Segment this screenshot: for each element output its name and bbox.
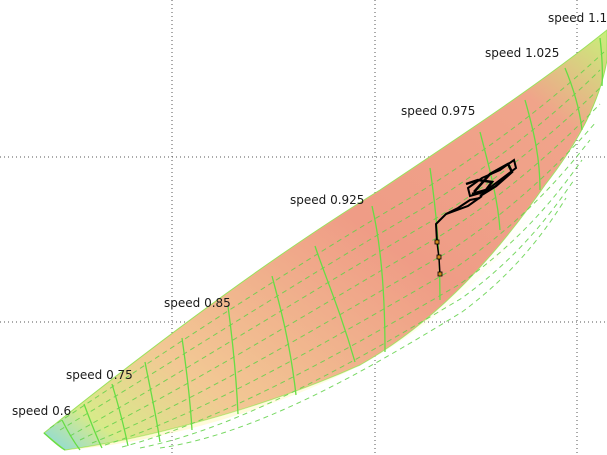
label-speed-1.025: speed 1.025 <box>485 46 559 60</box>
path-loop-3 <box>465 178 495 196</box>
speed-line-115 <box>599 37 604 87</box>
eff-line-3 <box>79 103 601 441</box>
speed-line-06 <box>43 432 66 451</box>
speed-line-08 <box>144 361 161 443</box>
label-speed-1.15: speed 1.15 <box>548 11 607 25</box>
eff-line-5 <box>104 139 591 446</box>
path-marker-3 <box>434 239 440 245</box>
speed-line-085 <box>181 337 193 431</box>
speed-line-09 <box>227 305 239 415</box>
efficiency-lines <box>49 51 605 449</box>
operating-path <box>434 158 518 276</box>
label-speed-0.6: speed 0.6 <box>12 404 71 418</box>
label-speed-0.975: speed 0.975 <box>401 104 475 118</box>
path-marker-1 <box>437 271 443 277</box>
speed-line-1025 <box>479 131 501 231</box>
speed-line-07 <box>83 403 103 449</box>
speed-line-0975 <box>371 205 386 353</box>
speed-line-075 <box>111 383 129 447</box>
eff-line-7 <box>139 179 575 449</box>
path-marker-2 <box>436 254 442 260</box>
speed-line-065 <box>61 419 81 451</box>
speed-line-11 <box>564 67 583 131</box>
path-markers <box>434 239 443 277</box>
eff-line-2 <box>69 85 603 437</box>
map-surface <box>43 29 607 451</box>
speed-lines <box>43 37 604 451</box>
eff-line-9 <box>49 51 605 429</box>
label-speed-0.925: speed 0.925 <box>290 193 364 207</box>
label-speed-0.85: speed 0.85 <box>164 296 231 310</box>
label-speed-0.75: speed 0.75 <box>66 368 133 382</box>
eff-line-6 <box>121 159 583 448</box>
speed-line-105 <box>524 99 541 191</box>
speed-line-095 <box>314 245 356 363</box>
path-loop-2 <box>473 162 514 198</box>
eff-line-1 <box>59 69 601 431</box>
speed-line-0925 <box>271 275 297 396</box>
path-tail <box>445 197 481 215</box>
eff-line-4 <box>91 121 597 444</box>
